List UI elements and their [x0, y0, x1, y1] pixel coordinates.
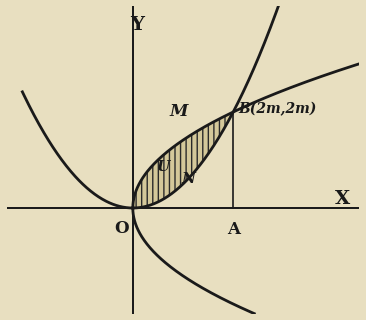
Text: O: O: [115, 220, 129, 237]
Text: Y: Y: [130, 16, 144, 35]
Text: A: A: [227, 221, 240, 238]
Text: U: U: [156, 160, 169, 174]
Text: N: N: [181, 172, 195, 186]
Text: X: X: [335, 190, 351, 208]
Text: B(2m,2m): B(2m,2m): [238, 102, 317, 117]
Text: M: M: [170, 103, 188, 121]
